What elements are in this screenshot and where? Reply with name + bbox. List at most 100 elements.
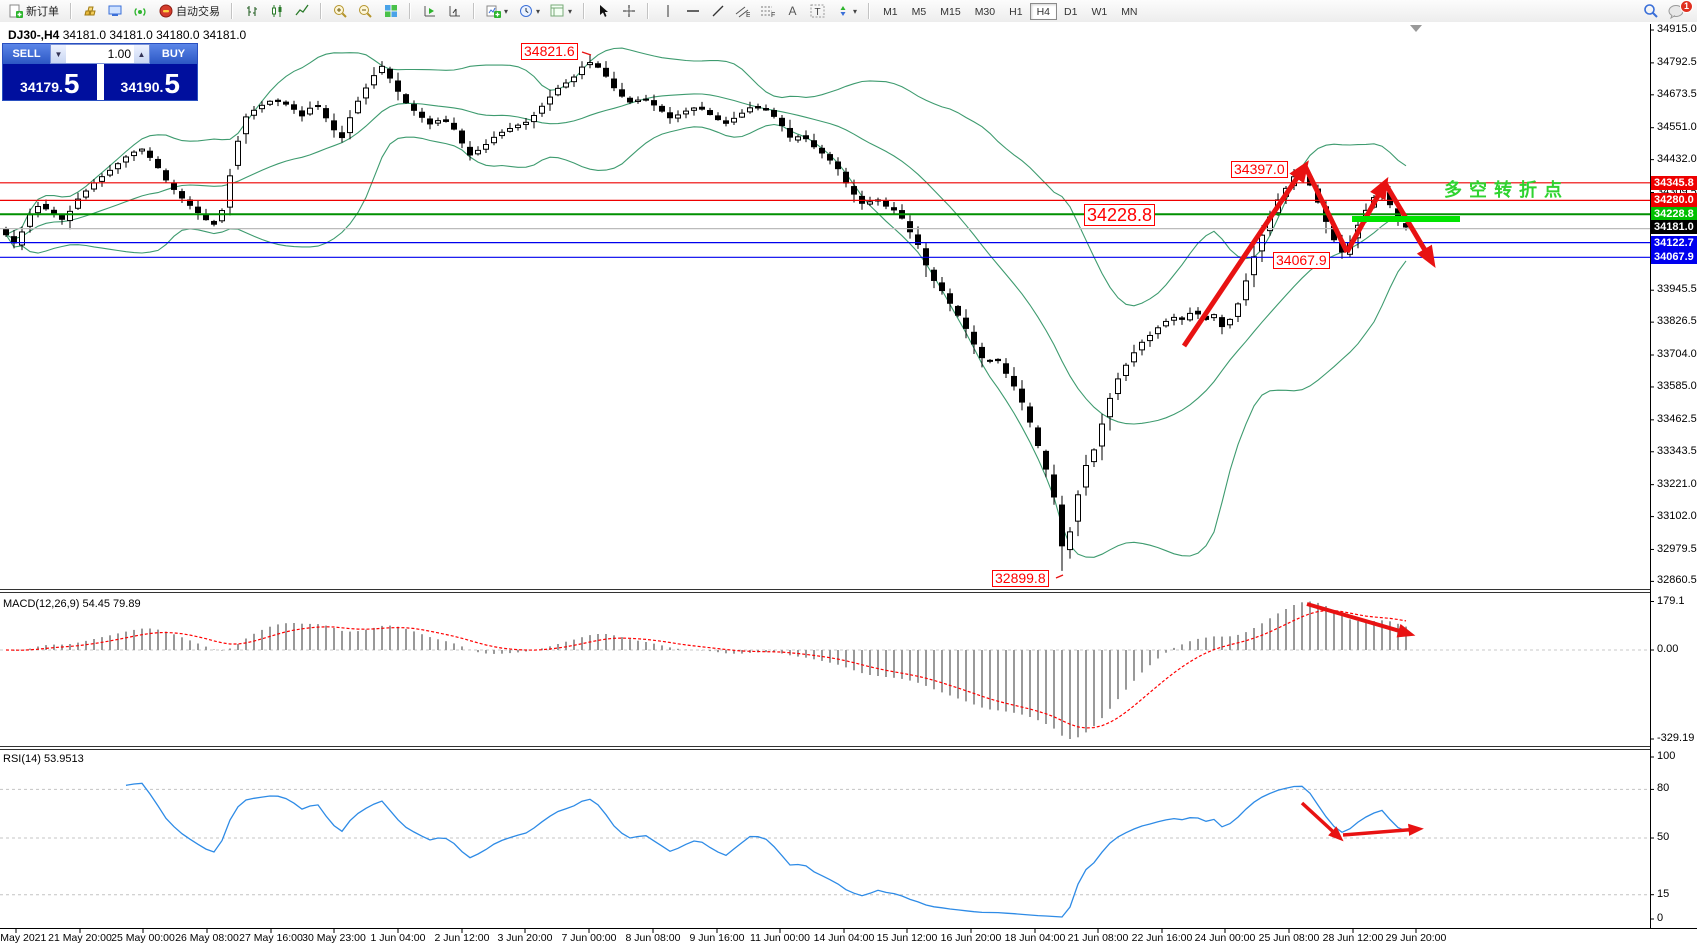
- chart-step-icon[interactable]: [442, 3, 467, 20]
- horizontal-line-icon[interactable]: [680, 3, 705, 20]
- candle: [251, 106, 257, 120]
- green-level-bar[interactable]: [1352, 216, 1460, 222]
- candle: [1003, 358, 1009, 378]
- auto-trading-button[interactable]: 自动交易: [153, 3, 225, 20]
- ohlc-values: 34181.0 34181.0 34180.0 34181.0: [62, 28, 247, 42]
- candle: [83, 188, 89, 200]
- templates-icon[interactable]: ▾: [545, 3, 577, 20]
- annotation-text[interactable]: 多空转折点: [1444, 180, 1569, 200]
- buy-price[interactable]: 34190. 5: [103, 64, 197, 100]
- candle: [875, 197, 881, 206]
- trend-arrow-up[interactable]: [1181, 160, 1309, 348]
- volume-up-button[interactable]: ▲: [134, 45, 149, 63]
- crosshair-icon[interactable]: [616, 3, 641, 20]
- candle: [1027, 402, 1033, 428]
- candle: [379, 61, 385, 75]
- candle: [515, 123, 521, 131]
- label-icon[interactable]: T: [805, 3, 830, 20]
- volume-input[interactable]: [66, 45, 134, 63]
- tf-M1[interactable]: M1: [883, 5, 898, 18]
- tf-MN[interactable]: MN: [1121, 5, 1138, 18]
- price-annotation-label[interactable]: 34228.8: [1084, 204, 1156, 226]
- trendline-icon[interactable]: [705, 3, 730, 20]
- candlestick-icon[interactable]: [264, 3, 289, 20]
- tf-W1[interactable]: W1: [1091, 5, 1108, 18]
- candle: [1163, 318, 1169, 328]
- candle: [931, 267, 937, 289]
- panel-separator[interactable]: [0, 746, 1650, 750]
- candle: [691, 106, 697, 116]
- zoom-in-icon[interactable]: [328, 3, 353, 20]
- line-chart-icon[interactable]: [289, 3, 314, 20]
- chart-area[interactable]: DJ30-,H4 34181.0 34181.0 34180.0 34181.0…: [0, 22, 1697, 946]
- candle: [1131, 344, 1137, 367]
- candle: [115, 162, 121, 174]
- candle: [811, 133, 817, 150]
- notifications-icon[interactable]: 1: [1663, 0, 1693, 20]
- candle: [747, 101, 753, 114]
- candle: [1083, 454, 1089, 496]
- candle: [219, 208, 225, 224]
- candle: [867, 196, 873, 206]
- candle: [883, 197, 889, 210]
- shapes-icon[interactable]: ▾: [830, 3, 862, 20]
- label-connector: [1055, 574, 1064, 579]
- channel-icon[interactable]: E: [730, 3, 755, 20]
- tf-M15[interactable]: M15: [940, 5, 961, 18]
- signals-icon[interactable]: [128, 3, 153, 20]
- period-clock-icon[interactable]: ▾: [513, 3, 545, 20]
- price-annotation-label[interactable]: 34067.9: [1273, 252, 1330, 269]
- candle: [571, 74, 577, 87]
- candle: [1219, 314, 1225, 335]
- macd-arrow[interactable]: [1306, 602, 1416, 638]
- tf-D1[interactable]: D1: [1064, 5, 1078, 18]
- rsi-arrow-2[interactable]: [1342, 823, 1424, 837]
- tf-M30[interactable]: M30: [974, 5, 996, 18]
- rsi-arrow-1[interactable]: [1300, 801, 1344, 842]
- search-icon[interactable]: [1638, 3, 1663, 20]
- trend-arrow-down[interactable]: [1382, 181, 1436, 269]
- tf-M5[interactable]: M5: [911, 5, 927, 18]
- fibonacci-icon[interactable]: F: [755, 3, 780, 20]
- candle: [979, 342, 985, 368]
- sell-button[interactable]: SELL: [3, 44, 50, 64]
- tf-H4[interactable]: H4: [1029, 2, 1057, 20]
- candle: [395, 72, 401, 101]
- cursor-icon[interactable]: [591, 3, 616, 20]
- candle: [1147, 331, 1153, 347]
- candle: [555, 84, 561, 97]
- candle: [195, 200, 201, 220]
- candle: [891, 202, 897, 214]
- vertical-line-icon[interactable]: [655, 3, 680, 20]
- deposit-icon[interactable]: [78, 3, 103, 20]
- new-order-button[interactable]: 新订单: [3, 3, 64, 20]
- candle: [987, 359, 993, 364]
- candle: [1139, 339, 1145, 356]
- bar-chart-icon[interactable]: [239, 3, 264, 20]
- volume-down-button[interactable]: ▼: [51, 45, 66, 63]
- candle: [307, 101, 313, 116]
- candle: [99, 173, 105, 187]
- candle: [603, 61, 609, 78]
- price-annotation-label[interactable]: 34821.6: [521, 43, 578, 60]
- panel-separator[interactable]: [0, 589, 1650, 593]
- candle: [315, 100, 321, 110]
- tile-windows-icon[interactable]: [378, 3, 403, 20]
- buy-button[interactable]: BUY: [150, 44, 197, 64]
- candle: [499, 129, 505, 139]
- zoom-out-icon[interactable]: [353, 3, 378, 20]
- candle: [171, 179, 177, 195]
- terminal-icon[interactable]: [103, 3, 128, 20]
- chart-shift-marker[interactable]: [1410, 25, 1422, 32]
- add-indicator-icon[interactable]: ▾: [481, 3, 513, 20]
- text-icon[interactable]: A: [788, 4, 797, 18]
- chart-play-icon[interactable]: [417, 3, 442, 20]
- price-annotation-label[interactable]: 34397.0: [1231, 161, 1288, 178]
- trend-line-down[interactable]: [1302, 164, 1350, 254]
- bollinger-lower: [5, 123, 1407, 558]
- sell-price[interactable]: 34179. 5: [3, 64, 97, 100]
- tf-H1[interactable]: H1: [1009, 5, 1023, 18]
- candle: [723, 116, 729, 127]
- price-annotation-label[interactable]: 32899.8: [992, 570, 1049, 587]
